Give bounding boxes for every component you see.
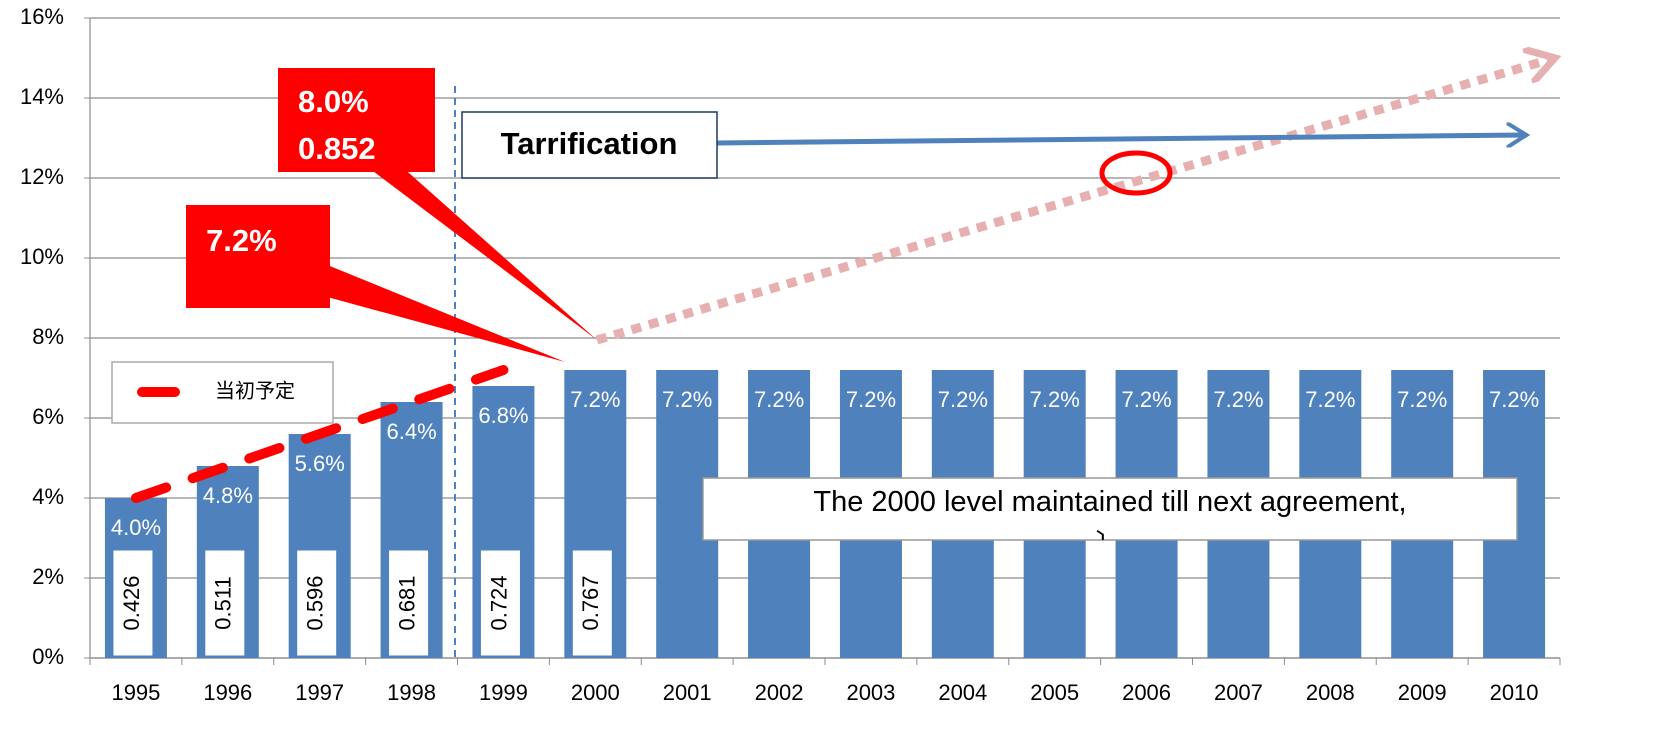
y-tick-label: 16% xyxy=(20,4,64,29)
x-tick-label: 1996 xyxy=(203,680,252,705)
value-label: 7.2% xyxy=(1305,387,1355,412)
x-tick-label: 2010 xyxy=(1490,680,1539,705)
secondary-box xyxy=(296,549,338,657)
projection-arrow xyxy=(595,60,1548,345)
value-label: 7.2% xyxy=(846,387,896,412)
callout-tail xyxy=(320,262,565,362)
secondary-label: 0.767 xyxy=(578,575,603,630)
y-tick-label: 14% xyxy=(20,84,64,109)
y-tick-label: 0% xyxy=(32,644,64,669)
value-label: 7.2% xyxy=(1489,387,1539,412)
callout-text: 8.0% xyxy=(298,84,369,119)
value-label: 4.0% xyxy=(111,515,161,540)
x-tick-label: 2006 xyxy=(1122,680,1171,705)
legend-label: 当初予定 xyxy=(215,379,295,402)
y-tick-label: 6% xyxy=(32,404,64,429)
x-tick-label: 2003 xyxy=(846,680,895,705)
x-tick-label: 2002 xyxy=(755,680,804,705)
value-label: 7.2% xyxy=(662,387,712,412)
value-label: 7.2% xyxy=(1213,387,1263,412)
y-tick-label: 4% xyxy=(32,484,64,509)
x-tick-label: 1995 xyxy=(111,680,160,705)
value-label: 7.2% xyxy=(1397,387,1447,412)
secondary-box xyxy=(388,549,430,657)
x-tick-label: 2007 xyxy=(1214,680,1263,705)
value-label: 4.8% xyxy=(203,483,253,508)
secondary-label: 0.426 xyxy=(119,575,144,630)
x-tick-label: 1998 xyxy=(387,680,436,705)
x-tick-label: 1999 xyxy=(479,680,528,705)
x-tick-label: 2004 xyxy=(938,680,987,705)
tariff-box xyxy=(461,111,718,179)
secondary-label: 0.681 xyxy=(394,575,419,630)
secondary-box xyxy=(479,549,521,657)
y-tick-label: 10% xyxy=(20,244,64,269)
x-tick-label: 2008 xyxy=(1306,680,1355,705)
value-label: 7.2% xyxy=(754,387,804,412)
value-label: 7.2% xyxy=(938,387,988,412)
secondary-label: 0.511 xyxy=(211,576,236,629)
y-tick-label: 2% xyxy=(32,564,64,589)
callout-tail xyxy=(365,165,597,340)
note: The 2000 level maintained till next agre… xyxy=(813,486,1407,540)
lines xyxy=(130,365,509,503)
value-label: 6.8% xyxy=(478,403,528,428)
y-tick-label: 12% xyxy=(20,164,64,189)
secondary-box xyxy=(571,549,613,657)
y-tick-label: 8% xyxy=(32,324,64,349)
x-tick-label: 1997 xyxy=(295,680,344,705)
secondary-label: 0.724 xyxy=(486,575,511,630)
value-label: 7.2% xyxy=(1030,387,1080,412)
callout-text: 0.852 xyxy=(298,131,376,166)
secondary-box xyxy=(204,549,246,657)
value-label: 7.2% xyxy=(1121,387,1171,412)
value-label: 7.2% xyxy=(570,387,620,412)
callout-box xyxy=(186,205,330,308)
callout-text: 7.2% xyxy=(206,223,277,258)
x-tick-label: 2009 xyxy=(1398,680,1447,705)
plan-line xyxy=(130,365,509,503)
x-tick-label: 2000 xyxy=(571,680,620,705)
tariff-text: Tarrification xyxy=(501,126,678,161)
secondary-box xyxy=(112,549,154,657)
tariff-arrow xyxy=(716,135,1524,143)
x-tick-label: 2005 xyxy=(1030,680,1079,705)
value-label: 6.4% xyxy=(386,419,436,444)
highlight-circle xyxy=(1099,150,1173,196)
value-label: 5.6% xyxy=(295,451,345,476)
secondary-label: 0.596 xyxy=(303,575,328,630)
x-tick-label: 2001 xyxy=(663,680,712,705)
callout-box xyxy=(278,68,435,172)
note-box xyxy=(702,477,1518,541)
note-text: The 2000 level maintained till next agre… xyxy=(813,486,1407,540)
